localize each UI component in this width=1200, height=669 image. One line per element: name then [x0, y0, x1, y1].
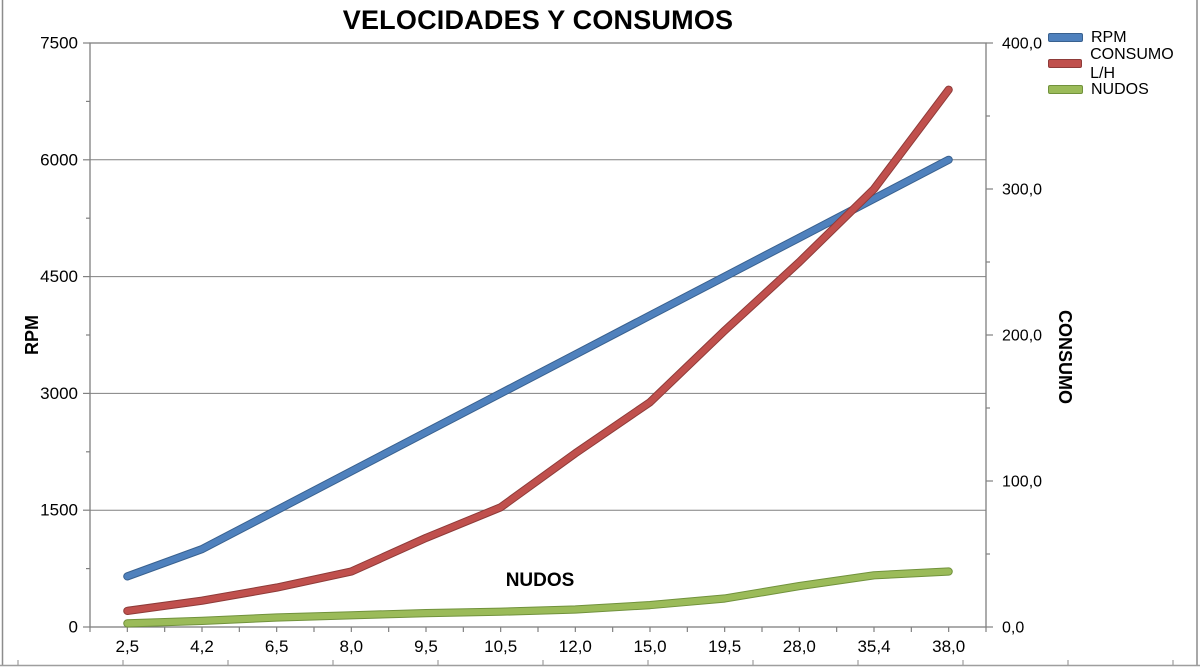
rpm-series-line — [124, 156, 952, 580]
x-axis-tick-label: 4,2 — [190, 637, 214, 656]
x-axis-tick-label: 9,5 — [414, 637, 438, 656]
x-axis-tick-label: 10,5 — [484, 637, 517, 656]
x-axis-tick-label: 8,0 — [340, 637, 364, 656]
legend-item-nudos: NUDOS — [1048, 80, 1200, 99]
left-axis-tick-label: 1500 — [40, 501, 78, 520]
right-axis-tick-label: 400,0 — [1002, 36, 1042, 53]
consumo-series-line-edge — [123, 85, 953, 616]
x-axis-tick-label: 12,0 — [559, 637, 592, 656]
right-axis-title: CONSUMO — [1055, 310, 1075, 404]
left-axis-tick-label: 7500 — [40, 34, 78, 53]
right-axis-tick-label: 300,0 — [1002, 182, 1042, 199]
right-axis-tick-label: 100,0 — [1002, 474, 1042, 491]
left-axis-tick-label: 6000 — [40, 150, 78, 169]
rpm-series-swatch-icon — [1048, 33, 1083, 42]
consumo-series-line — [124, 86, 952, 615]
chart-title: VELOCIDADES Y CONSUMOS — [342, 5, 734, 35]
legend-item-rpm: RPM — [1048, 28, 1200, 47]
legend: RPM CONSUMO L/H NUDOS — [1048, 28, 1200, 106]
left-axis-tick-label: 4500 — [40, 267, 78, 286]
x-axis-tick-label: 19,5 — [708, 637, 741, 656]
legend-label: CONSUMO L/H — [1090, 45, 1174, 82]
x-axis-tick-label: 38,0 — [932, 637, 965, 656]
x-axis-tick-label: 35,4 — [857, 637, 890, 656]
nudos-series-line — [124, 568, 952, 627]
x-axis-tick-label: 2,5 — [116, 637, 140, 656]
left-axis-title: RPM — [22, 315, 42, 355]
left-axis-tick-label: 0 — [69, 618, 78, 637]
legend-label: NUDOS — [1091, 81, 1149, 98]
consumo-series-swatch-icon — [1048, 59, 1083, 68]
x-axis-tick-label: 6,5 — [265, 637, 289, 656]
legend-label: RPM — [1091, 29, 1127, 46]
x-axis-tick-label: 15,0 — [633, 637, 666, 656]
right-axis-tick-label: 200,0 — [1002, 328, 1042, 345]
legend-item-consumo: CONSUMO L/H — [1048, 46, 1200, 82]
nudos-series-swatch-icon — [1048, 85, 1083, 94]
left-axis-tick-label: 3000 — [40, 384, 78, 403]
x-axis-tick-label: 28,0 — [783, 637, 816, 656]
right-axis-tick-label: 0,0 — [1002, 620, 1024, 637]
plot-annotation-nudos: NUDOS — [505, 570, 575, 591]
